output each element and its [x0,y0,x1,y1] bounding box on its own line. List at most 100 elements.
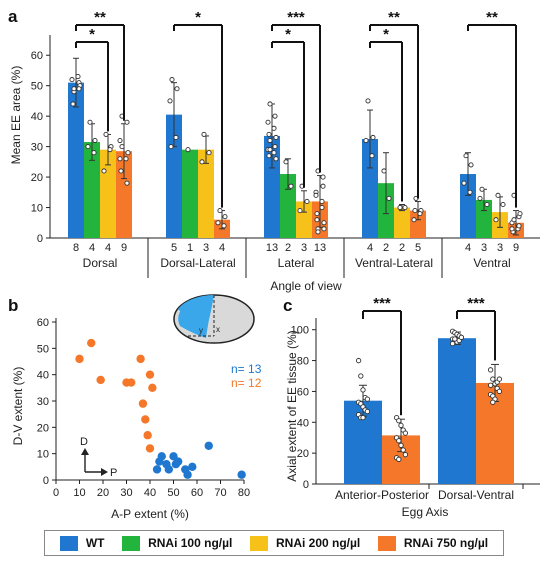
data-point [496,376,503,382]
scatter-point [145,370,155,379]
y-tick-label: 20 [37,422,49,434]
scatter-point [145,444,155,453]
data-point [174,86,180,92]
y-tick-label: 80 [297,356,309,368]
data-point [304,198,310,204]
data-point [271,150,277,156]
x-tick-label: 10 [73,487,85,499]
chart-a-ylabel: Mean EE area (%) [9,66,23,165]
data-point [511,217,517,223]
scatter-point [183,470,192,479]
data-point [173,134,179,141]
data-point [484,201,490,208]
legend-item-wt: WT [59,535,105,551]
data-point [125,150,131,156]
data-point [283,159,289,165]
data-point [199,159,205,165]
x-tick-label: 60 [191,487,203,499]
data-point [169,77,175,83]
category-label: Anterior-Posterior [335,488,429,502]
data-point [297,208,303,214]
legend-label: WT [85,536,105,550]
legend-swatch [122,535,141,551]
data-point [167,98,173,104]
data-point [168,144,174,150]
panel-label-a: a [8,7,18,26]
data-point [479,186,485,192]
panel-label-c: c [283,296,292,315]
y-tick-label: 40 [297,417,309,429]
y-tick-label: 10 [37,449,49,461]
scatter-point [148,383,157,393]
data-point [217,208,223,214]
y-tick-label: 30 [31,142,43,154]
n-count-label: 3 [301,242,307,254]
n-count-label: 8 [73,242,79,254]
scatter-point [143,431,152,440]
data-point [490,376,496,382]
y-tick-label: 50 [37,343,49,355]
y-tick-label: 60 [31,50,43,62]
arrow-label-p: P [110,467,117,479]
y-tick-label: 40 [31,111,43,123]
significance-label: *** [373,295,391,312]
data-point [201,131,207,137]
scatter-point [87,338,96,348]
data-point [76,86,82,92]
data-point [222,214,228,220]
data-point [517,211,523,217]
data-point [500,201,506,208]
data-point [70,101,76,107]
n-count-label: 4 [367,242,373,254]
significance-label: ** [388,9,400,26]
data-point [402,430,409,436]
data-point [396,438,402,444]
data-point [117,156,123,162]
panel-label-b: b [8,296,18,315]
chart-c-ylabel: Axial extent of EE tissue (%) [285,330,299,481]
data-point [412,208,418,214]
bar [476,199,492,238]
data-point [461,180,467,186]
category-label: Lateral [278,256,315,270]
y-tick-label: 30 [37,396,49,408]
data-point [402,452,409,458]
data-point [398,442,404,449]
data-point [221,223,227,229]
significance-label: * [89,26,95,43]
legend-label: RNAi 750 ng/µl [403,536,489,550]
data-point [123,156,129,162]
n-label-rnai: n= 12 [231,376,262,390]
scatter-point [174,457,183,466]
legend-item-rnai-100: RNAi 100 ng/µl [122,535,232,551]
data-point [315,229,321,235]
bar [68,82,84,239]
x-tick-label: 50 [167,487,179,499]
data-point [185,147,191,153]
data-point [365,98,371,104]
data-point [463,153,469,159]
data-point [449,340,456,347]
n-count-label: 2 [285,242,291,254]
data-point [107,147,113,153]
legend-swatch [377,535,396,551]
data-point [381,168,387,174]
significance-label: ** [486,9,498,26]
data-point [516,223,522,229]
data-point [467,189,473,195]
n-count-label: 2 [383,242,389,254]
data-point [75,74,81,80]
category-label: Dorsal-Lateral [160,256,235,270]
data-point [314,211,320,217]
data-point [92,137,98,144]
arrow-label-d: D [80,436,88,448]
significance-label: * [285,26,291,43]
chart-b-ylabel: D-V extent (%) [11,367,25,446]
svg-text:x: x [216,325,220,334]
bar [460,174,476,238]
data-point [319,204,325,211]
data-point [321,226,327,232]
data-point [396,456,402,462]
data-point [320,174,326,180]
